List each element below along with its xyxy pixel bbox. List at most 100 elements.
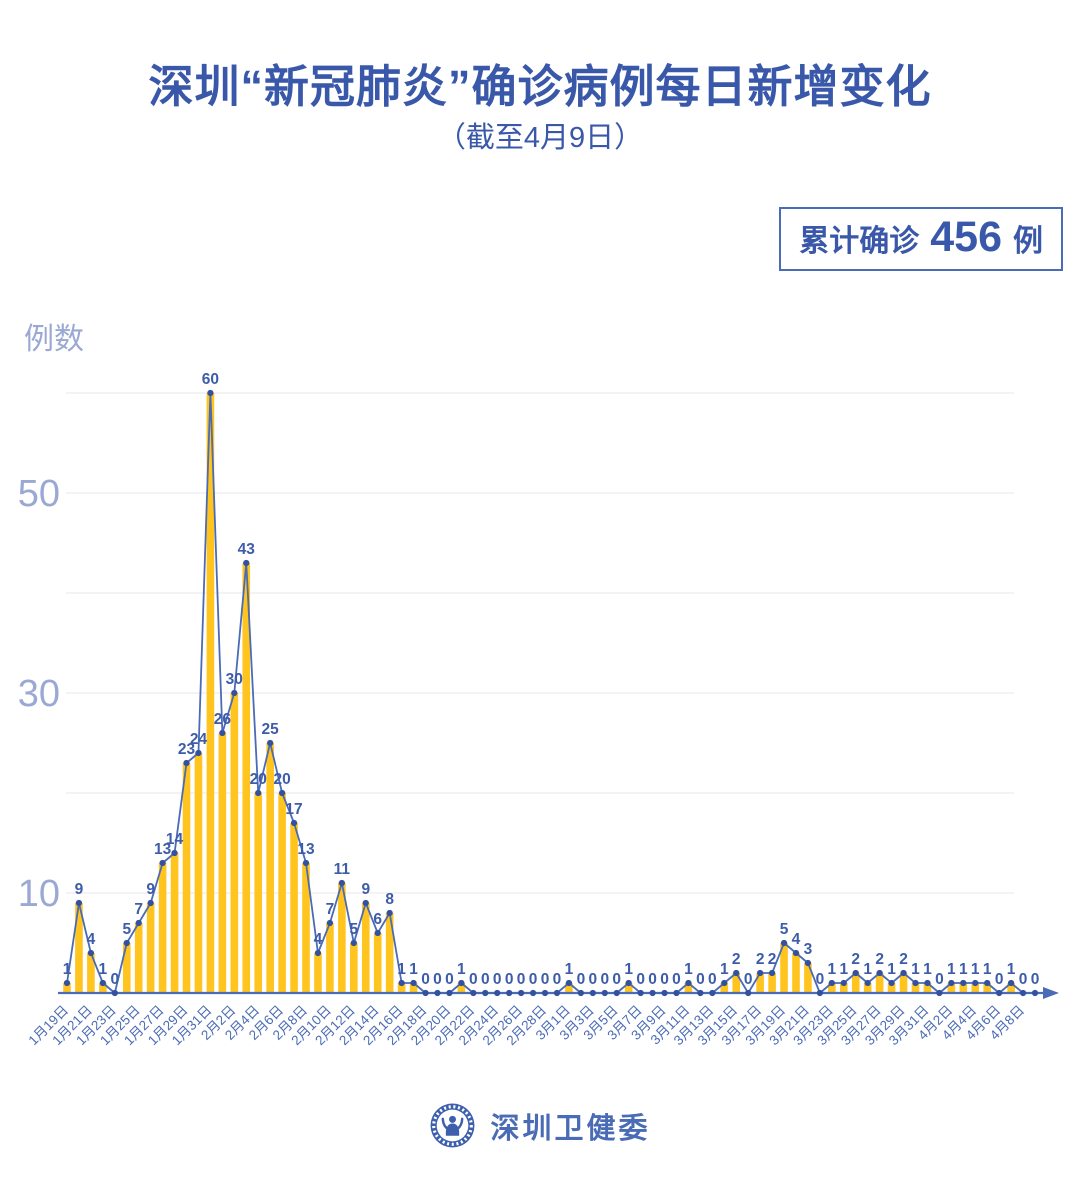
page-subtitle: （截至4月9日）: [436, 122, 644, 154]
bar-3月17日: [756, 973, 764, 993]
value-label-2月1日: 26: [214, 711, 232, 728]
value-label-1月22日: 1: [99, 961, 108, 978]
value-label-3月2日: 0: [577, 971, 586, 988]
value-label-3月4日: 0: [600, 971, 609, 988]
value-label-4月9日: 0: [1031, 971, 1040, 988]
data-point-2月7日: [290, 819, 298, 827]
bar-4月4日: [971, 983, 980, 993]
value-label-4月5日: 1: [983, 961, 992, 978]
data-point-1月30日: [195, 749, 202, 757]
data-point-3月30日: [912, 979, 919, 987]
bar-3月25日: [851, 973, 860, 993]
data-point-2月1日: [219, 729, 226, 737]
bar-3月21日: [804, 963, 812, 993]
data-point-3月1日: [565, 979, 573, 987]
data-point-2月13日: [362, 899, 369, 907]
value-label-2月20日: 0: [445, 971, 454, 988]
y-tick-label-10: 10: [18, 873, 60, 915]
data-point-1月20日: [75, 899, 83, 907]
bar-2月11日: [338, 883, 346, 993]
data-point-1月19日: [63, 979, 71, 987]
bar-2月3日: [242, 563, 251, 993]
badge-total-value: 456: [930, 213, 1002, 261]
value-label-3月15日: 2: [732, 951, 741, 968]
bar-1月26日: [146, 903, 155, 993]
bar-1月29日: [182, 763, 191, 993]
data-point-3月22日: [816, 989, 823, 997]
value-label-3月5日: 0: [612, 971, 621, 988]
data-point-2月15日: [386, 909, 393, 917]
value-label-2月10日: 7: [326, 901, 335, 918]
data-point-4月2日: [948, 979, 955, 987]
value-label-2月29日: 0: [553, 971, 562, 988]
value-label-3月26日: 1: [863, 961, 872, 978]
bar-2月12日: [350, 943, 358, 993]
value-label-2月2日: 30: [226, 671, 243, 688]
bar-1月28日: [170, 853, 179, 993]
value-label-3月11日: 1: [684, 961, 693, 978]
value-label-2月16日: 1: [397, 961, 406, 978]
value-label-2月19日: 0: [433, 971, 442, 988]
chart-area: 10 30 50 1 9 4 1 0 5 7 9 13 14 23 24 60 26 30 43 20 25 20 17 13…: [0, 300, 1080, 1095]
data-point-1月29日: [183, 759, 190, 767]
data-point-2月6日: [279, 789, 286, 797]
value-label-3月28日: 1: [887, 961, 896, 978]
data-point-3月13日: [709, 989, 716, 997]
data-point-3月3日: [589, 989, 596, 997]
value-label-1月27日: 13: [154, 841, 172, 858]
bar-2月16日: [397, 983, 406, 993]
value-label-2月28日: 0: [541, 971, 550, 988]
value-label-3月30日: 1: [911, 961, 920, 978]
y-tick-label-50: 50: [18, 473, 60, 515]
value-label-2月11日: 11: [334, 861, 351, 878]
bar-1月20日: [75, 903, 83, 993]
value-label-2月3日: 43: [238, 541, 256, 558]
data-point-3月9日: [661, 989, 668, 997]
bar-2月1日: [218, 733, 227, 993]
data-point-1月22日: [99, 979, 106, 987]
cumulative-total-badge: 累计确诊 456 例: [779, 207, 1063, 271]
bar-2月7日: [290, 823, 298, 993]
value-label-3月17日: 2: [756, 951, 765, 968]
data-point-3月29日: [900, 969, 907, 977]
value-label-2月12日: 5: [350, 921, 359, 938]
data-point-3月25日: [852, 969, 859, 977]
value-label-2月18日: 0: [421, 971, 430, 988]
bar-2月4日: [254, 793, 263, 993]
data-point-2月24日: [494, 989, 501, 997]
value-label-4月6日: 0: [995, 971, 1004, 988]
data-point-2月2日: [231, 689, 238, 697]
bar-1月30日: [194, 753, 203, 993]
source-name: 深圳卫健委: [490, 1112, 651, 1145]
data-point-3月27日: [876, 969, 883, 977]
badge-suffix: 例: [1013, 225, 1043, 258]
data-point-2月23日: [482, 989, 489, 997]
data-point-1月27日: [159, 859, 166, 867]
bar-2月13日: [361, 903, 370, 993]
value-label-2月21日: 1: [457, 961, 466, 978]
data-point-2月3日: [243, 559, 250, 567]
data-point-4月1日: [936, 989, 943, 997]
data-point-3月17日: [757, 969, 764, 977]
data-point-3月6日: [625, 979, 632, 987]
data-point-3月28日: [888, 979, 895, 987]
data-point-3月16日: [745, 989, 752, 997]
data-point-3月8日: [649, 989, 656, 997]
data-point-2月4日: [255, 789, 262, 797]
value-label-3月24日: 1: [839, 961, 848, 978]
value-label-2月14日: 6: [373, 911, 382, 928]
data-point-3月10日: [673, 989, 680, 997]
data-point-3月21日: [804, 959, 812, 967]
bar-3月24日: [839, 983, 848, 993]
data-point-1月24日: [123, 939, 130, 947]
value-label-3月27日: 2: [875, 951, 884, 968]
bar-1月25日: [134, 923, 143, 993]
value-label-1月20日: 9: [75, 881, 84, 898]
bar-4月5日: [983, 983, 991, 993]
value-label-3月19日: 5: [780, 921, 789, 938]
value-label-1月24日: 5: [122, 921, 131, 938]
value-label-3月12日: 0: [696, 971, 705, 988]
bar-4月7日: [1007, 983, 1015, 993]
value-label-1月31日: 60: [202, 371, 219, 388]
value-label-1月28日: 14: [166, 831, 184, 848]
